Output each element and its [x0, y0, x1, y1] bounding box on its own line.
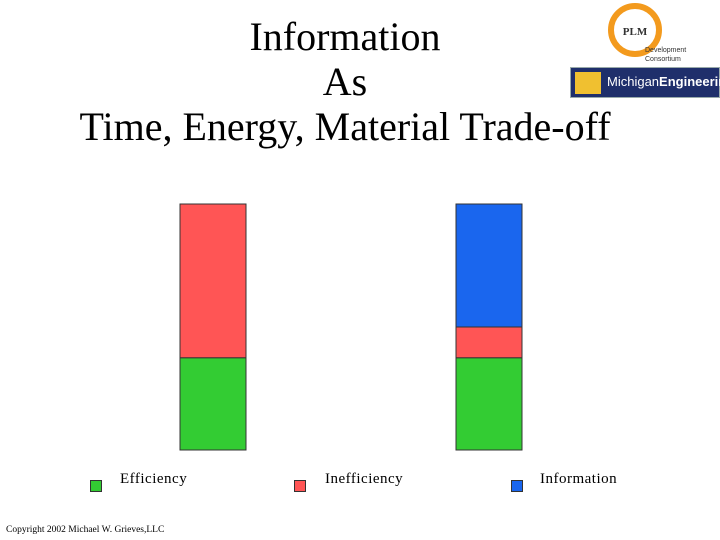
michigan-engineering-logo: MichiganEngineering [570, 67, 720, 98]
michigan-engineering-text: MichiganEngineering [607, 74, 720, 89]
title-line-1: Information [249, 14, 441, 59]
title-line-2: As [322, 59, 368, 104]
bar-2-segment-efficiency [455, 357, 523, 451]
title-line-3: Time, Energy, Material Trade-off [79, 104, 611, 149]
legend-swatch-efficiency [90, 480, 102, 492]
slide-title: Information As Time, Energy, Material Tr… [0, 14, 690, 149]
plm-badge-text: PLM [623, 26, 648, 38]
bar-2-segment-information [455, 203, 523, 328]
legend-swatch-inefficiency [294, 480, 306, 492]
copyright-text: Copyright 2002 Michael W. Grieves,LLC [6, 525, 165, 535]
bar-1-segment-inefficiency [179, 203, 247, 359]
plm-line1-text: Development [645, 47, 686, 54]
legend-label-inefficiency: Inefficiency [325, 471, 404, 487]
bar-2-segment-inefficiency [455, 326, 523, 359]
bar-1-segment-efficiency [179, 357, 247, 451]
plm-consortium-logo: PLM Development Consortium [608, 3, 686, 63]
block-m-icon [575, 72, 601, 94]
plm-line2-text: Consortium [645, 56, 681, 63]
legend-label-efficiency: Efficiency [120, 471, 188, 487]
legend-swatch-information [511, 480, 523, 492]
legend-label-information: Information [540, 471, 618, 487]
